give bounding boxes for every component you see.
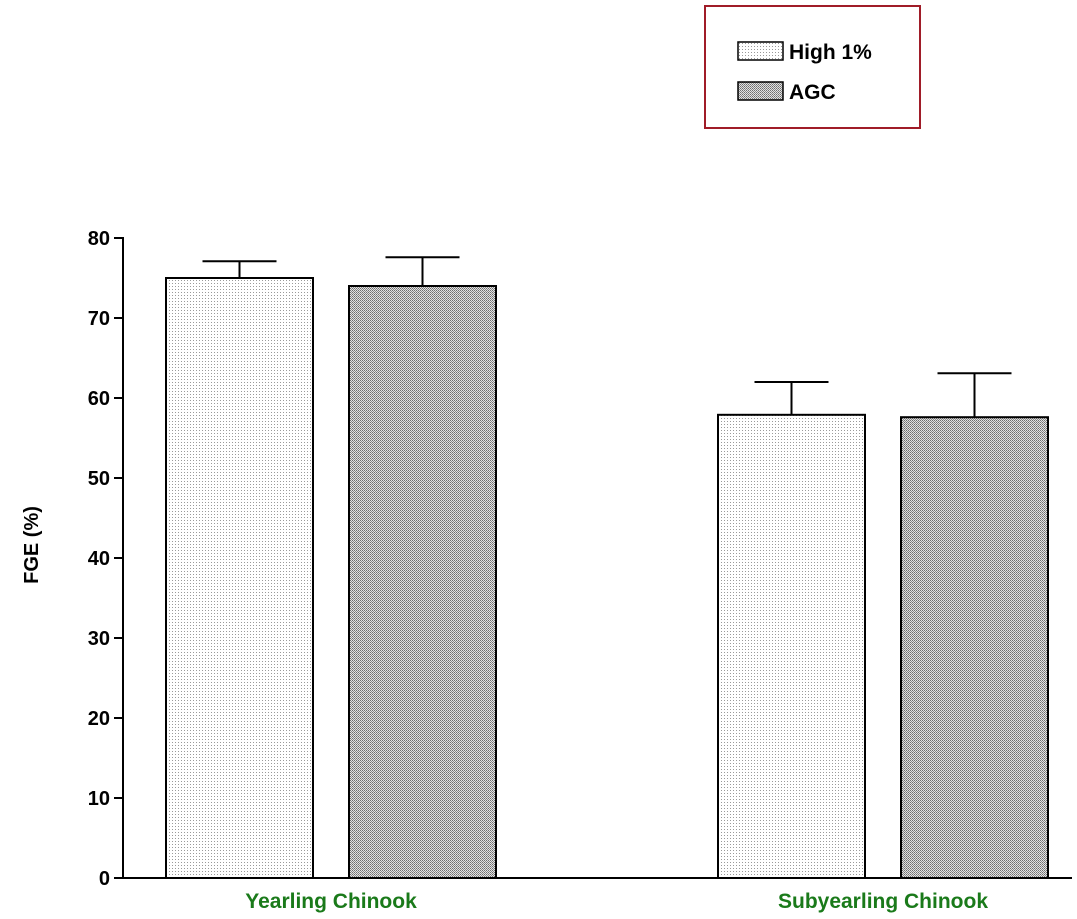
legend: High 1% AGC <box>704 5 921 129</box>
bars-layer <box>165 256 1049 879</box>
y-tick-label: 10 <box>88 788 110 810</box>
y-tick-label: 70 <box>88 308 110 330</box>
x-category-label: Yearling Chinook <box>245 890 417 913</box>
bar <box>900 416 1049 879</box>
y-tick-label: 0 <box>99 868 110 890</box>
y-tick-label: 40 <box>88 548 110 570</box>
y-tick-label: 30 <box>88 628 110 650</box>
bar <box>717 413 866 879</box>
x-axis: Yearling Chinook Subyearling Chinook <box>122 877 1072 913</box>
bar <box>348 285 497 879</box>
x-category-label: Subyearling Chinook <box>778 890 988 913</box>
y-tick-label: 20 <box>88 708 110 730</box>
y-tick-label: 50 <box>88 468 110 490</box>
legend-label: High 1% <box>789 41 872 64</box>
legend-frame <box>704 5 921 129</box>
y-tick-label: 60 <box>88 388 110 410</box>
legend-swatch <box>737 41 784 61</box>
legend-swatch <box>737 81 784 101</box>
y-axis-title: FGE (%) <box>21 506 43 584</box>
legend-label: AGC <box>789 81 836 104</box>
y-tick-label: 80 <box>88 228 110 250</box>
bar <box>165 277 314 879</box>
y-axis: 0 10 20 30 40 50 60 70 80 <box>88 228 124 890</box>
